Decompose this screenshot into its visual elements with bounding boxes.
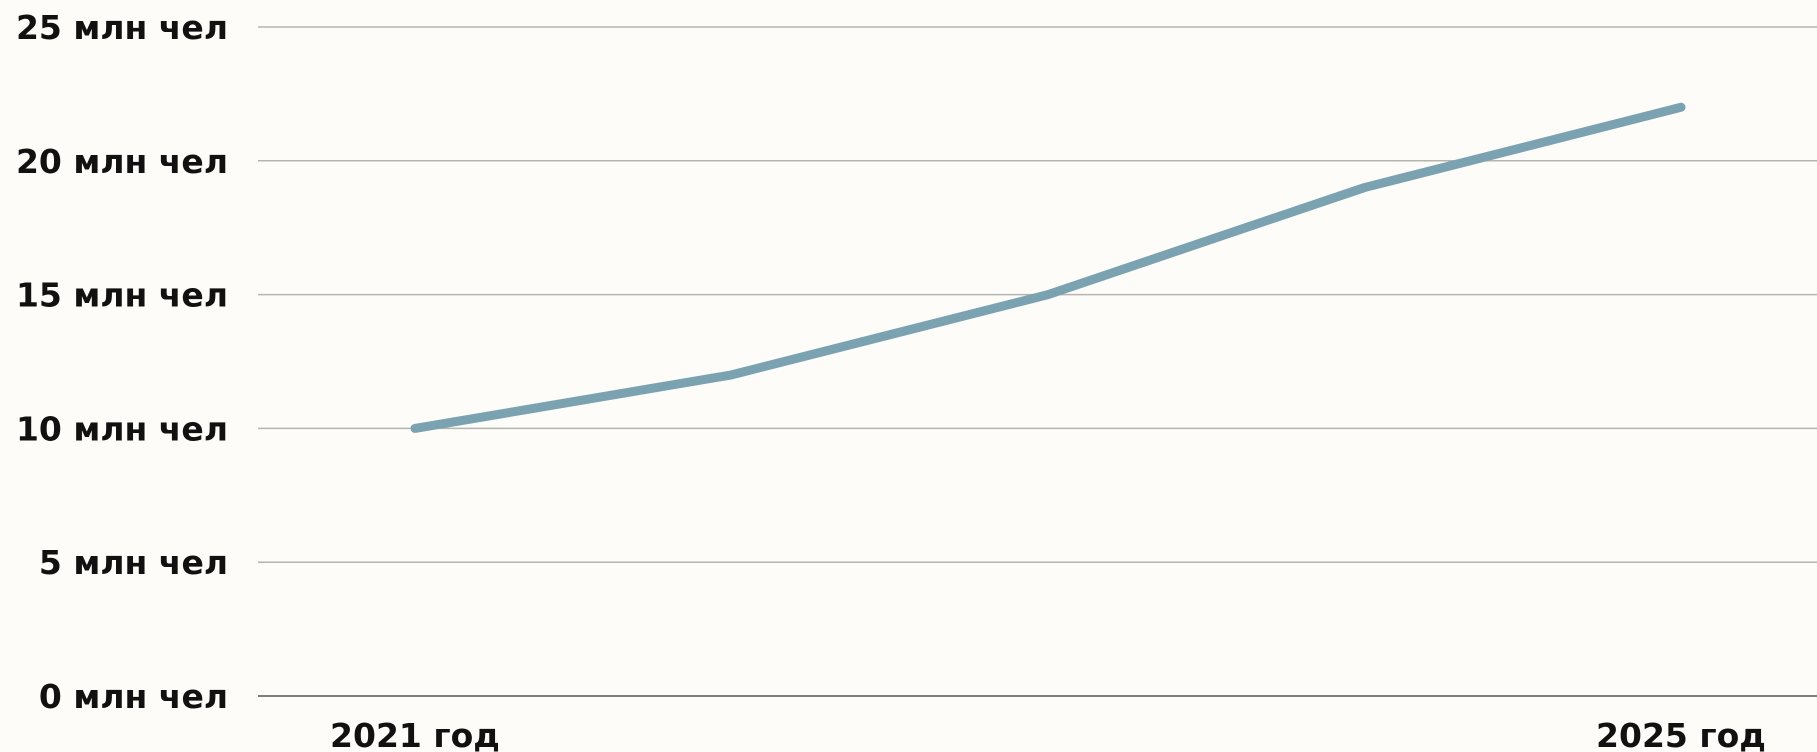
x-tick-label: 2021 год [330, 716, 500, 752]
gridlines [258, 26, 1817, 697]
y-tick-label: 5 млн чел [39, 543, 228, 582]
x-axis-tick-labels: 2021 год 2025 год [330, 716, 1766, 752]
y-tick-label: 15 млн чел [16, 276, 228, 315]
y-axis-tick-labels: 0 млн чел 5 млн чел 10 млн чел 15 млн чел 20… [16, 8, 228, 716]
y-tick-label: 10 млн чел [16, 409, 228, 448]
y-tick-label: 0 млн чел [39, 677, 228, 716]
x-tick-label: 2025 год [1596, 716, 1766, 752]
series-line [410, 102, 1686, 433]
y-tick-label: 25 млн чел [16, 8, 228, 47]
y-tick-label: 20 млн чел [16, 142, 228, 181]
series-layer [410, 102, 1686, 433]
